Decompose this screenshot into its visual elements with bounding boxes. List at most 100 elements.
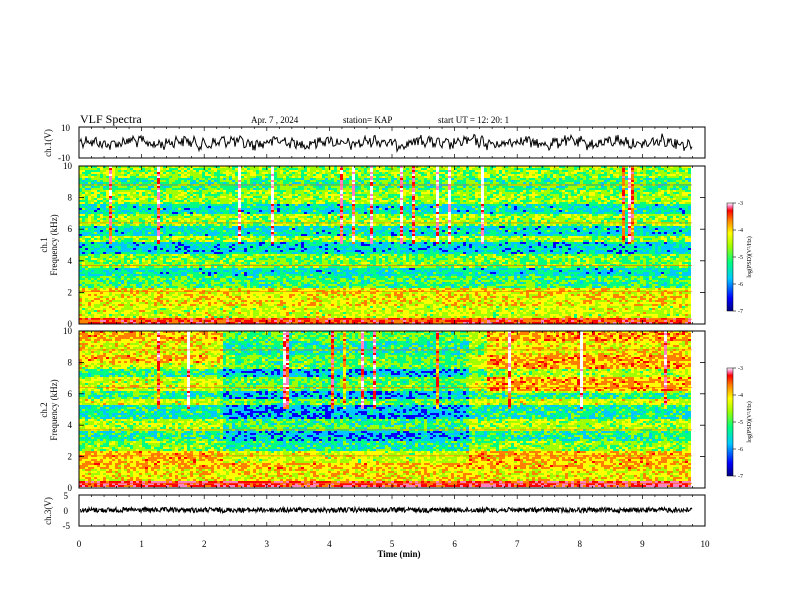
spectrogram-cell — [244, 238, 247, 240]
spectrogram-cell — [202, 250, 205, 252]
spectrogram-cell — [247, 190, 250, 192]
spectrogram-cell — [151, 166, 154, 168]
spectrogram-cell — [169, 180, 172, 182]
spectrogram-cell — [82, 242, 85, 244]
spectrogram-cell — [94, 198, 97, 200]
spectrogram-cell — [100, 302, 103, 304]
spectrogram-cell — [250, 196, 253, 198]
spectrogram-cell — [151, 226, 154, 228]
spectrogram-cell — [259, 172, 262, 174]
spectrogram-cell — [157, 270, 160, 272]
spectrogram-cell — [88, 282, 91, 284]
spectrogram-cell — [223, 300, 226, 302]
spectrogram-cell — [196, 304, 199, 306]
spectrogram-cell — [256, 224, 259, 226]
spectrogram-cell — [124, 206, 127, 208]
spectrogram-cell — [154, 284, 157, 286]
spectrogram-cell — [232, 174, 235, 176]
spectrogram-cell — [130, 268, 133, 270]
spectrogram-cell — [268, 168, 271, 170]
spectrogram-cell — [181, 170, 184, 172]
spectrogram-cell — [118, 260, 121, 262]
spectrogram-cell — [85, 198, 88, 200]
spectrogram-cell — [223, 210, 226, 212]
spectrogram-cell — [199, 174, 202, 176]
spectrogram-cell — [259, 310, 262, 312]
spectrogram-cell — [154, 208, 157, 210]
spectrogram-cell — [202, 276, 205, 278]
spectrogram-cell — [184, 294, 187, 296]
spectrogram-cell — [157, 168, 160, 170]
spectrogram-cell — [136, 244, 139, 246]
spectrogram-cell — [94, 320, 97, 322]
spectrogram-cell — [97, 196, 100, 198]
spectrogram-cell — [253, 264, 256, 266]
spectrogram-cell — [190, 186, 193, 188]
spectrogram-cell — [97, 214, 100, 216]
spectrogram-cell — [136, 260, 139, 262]
spectrogram-cell — [190, 280, 193, 282]
spectrogram-cell — [256, 264, 259, 266]
spectrogram-cell — [118, 310, 121, 312]
spectrogram-cell — [127, 294, 130, 296]
spectrogram-cell — [133, 202, 136, 204]
spectrogram-cell — [121, 180, 124, 182]
spectrogram-cell — [226, 278, 229, 280]
spectrogram-cell — [259, 308, 262, 310]
spectrogram-cell — [82, 268, 85, 270]
spectrogram-cell — [106, 270, 109, 272]
spectrogram-cell — [121, 214, 124, 216]
spectrogram-cell — [157, 322, 160, 324]
spectrogram-cell — [187, 282, 190, 284]
spectrogram-cell — [130, 200, 133, 202]
spectrogram-cell — [259, 304, 262, 306]
spectrogram-cell — [223, 282, 226, 284]
spectrogram-cell — [241, 296, 244, 298]
spectrogram-cell — [166, 282, 169, 284]
spectrogram-cell — [232, 250, 235, 252]
spectrogram-cell — [229, 300, 232, 302]
spectrogram-cell — [157, 256, 160, 258]
spectrogram-cell — [133, 238, 136, 240]
spectrogram-cell — [220, 274, 223, 276]
spectrogram-cell — [124, 234, 127, 236]
spectrogram-cell — [253, 238, 256, 240]
spectrogram-cell — [241, 310, 244, 312]
spectrogram-cell — [118, 322, 121, 324]
spectrogram-cell — [169, 194, 172, 196]
spectrogram-cell — [166, 270, 169, 272]
spectrogram-cell — [79, 270, 82, 272]
spectrogram-cell — [265, 204, 268, 206]
spectrogram-cell — [172, 166, 175, 168]
spectrogram-cell — [187, 316, 190, 318]
spectrogram-cell — [91, 322, 94, 324]
spectrogram-cell — [220, 260, 223, 262]
spectrogram-cell — [163, 256, 166, 258]
spectrogram-cell — [187, 312, 190, 314]
spectrogram-cell — [250, 186, 253, 188]
spectrogram-cell — [151, 216, 154, 218]
spectrogram-cell — [94, 316, 97, 318]
spectrogram-cell — [103, 248, 106, 250]
spectrogram-cell — [91, 200, 94, 202]
spectrogram-cell — [265, 176, 268, 178]
spectrogram-cell — [172, 188, 175, 190]
spectrogram-cell — [106, 228, 109, 230]
spectrogram-cell — [103, 282, 106, 284]
spectrogram-cell — [88, 258, 91, 260]
spectrogram-cell — [106, 194, 109, 196]
spectrogram-cell — [127, 198, 130, 200]
spectrogram-cell — [250, 210, 253, 212]
spectrogram-cell — [133, 310, 136, 312]
spectrogram-cell — [106, 214, 109, 216]
spectrogram-cell — [79, 166, 82, 168]
spectrogram-cell — [85, 258, 88, 260]
spectrogram-cell — [262, 208, 265, 210]
spectrogram-cell — [88, 278, 91, 280]
spectrogram-cell — [232, 168, 235, 170]
spectrogram-cell — [238, 232, 241, 234]
spectrogram-cell — [136, 250, 139, 252]
spectrogram-cell — [100, 294, 103, 296]
spectrogram-cell — [121, 314, 124, 316]
spectrogram-cell — [172, 254, 175, 256]
